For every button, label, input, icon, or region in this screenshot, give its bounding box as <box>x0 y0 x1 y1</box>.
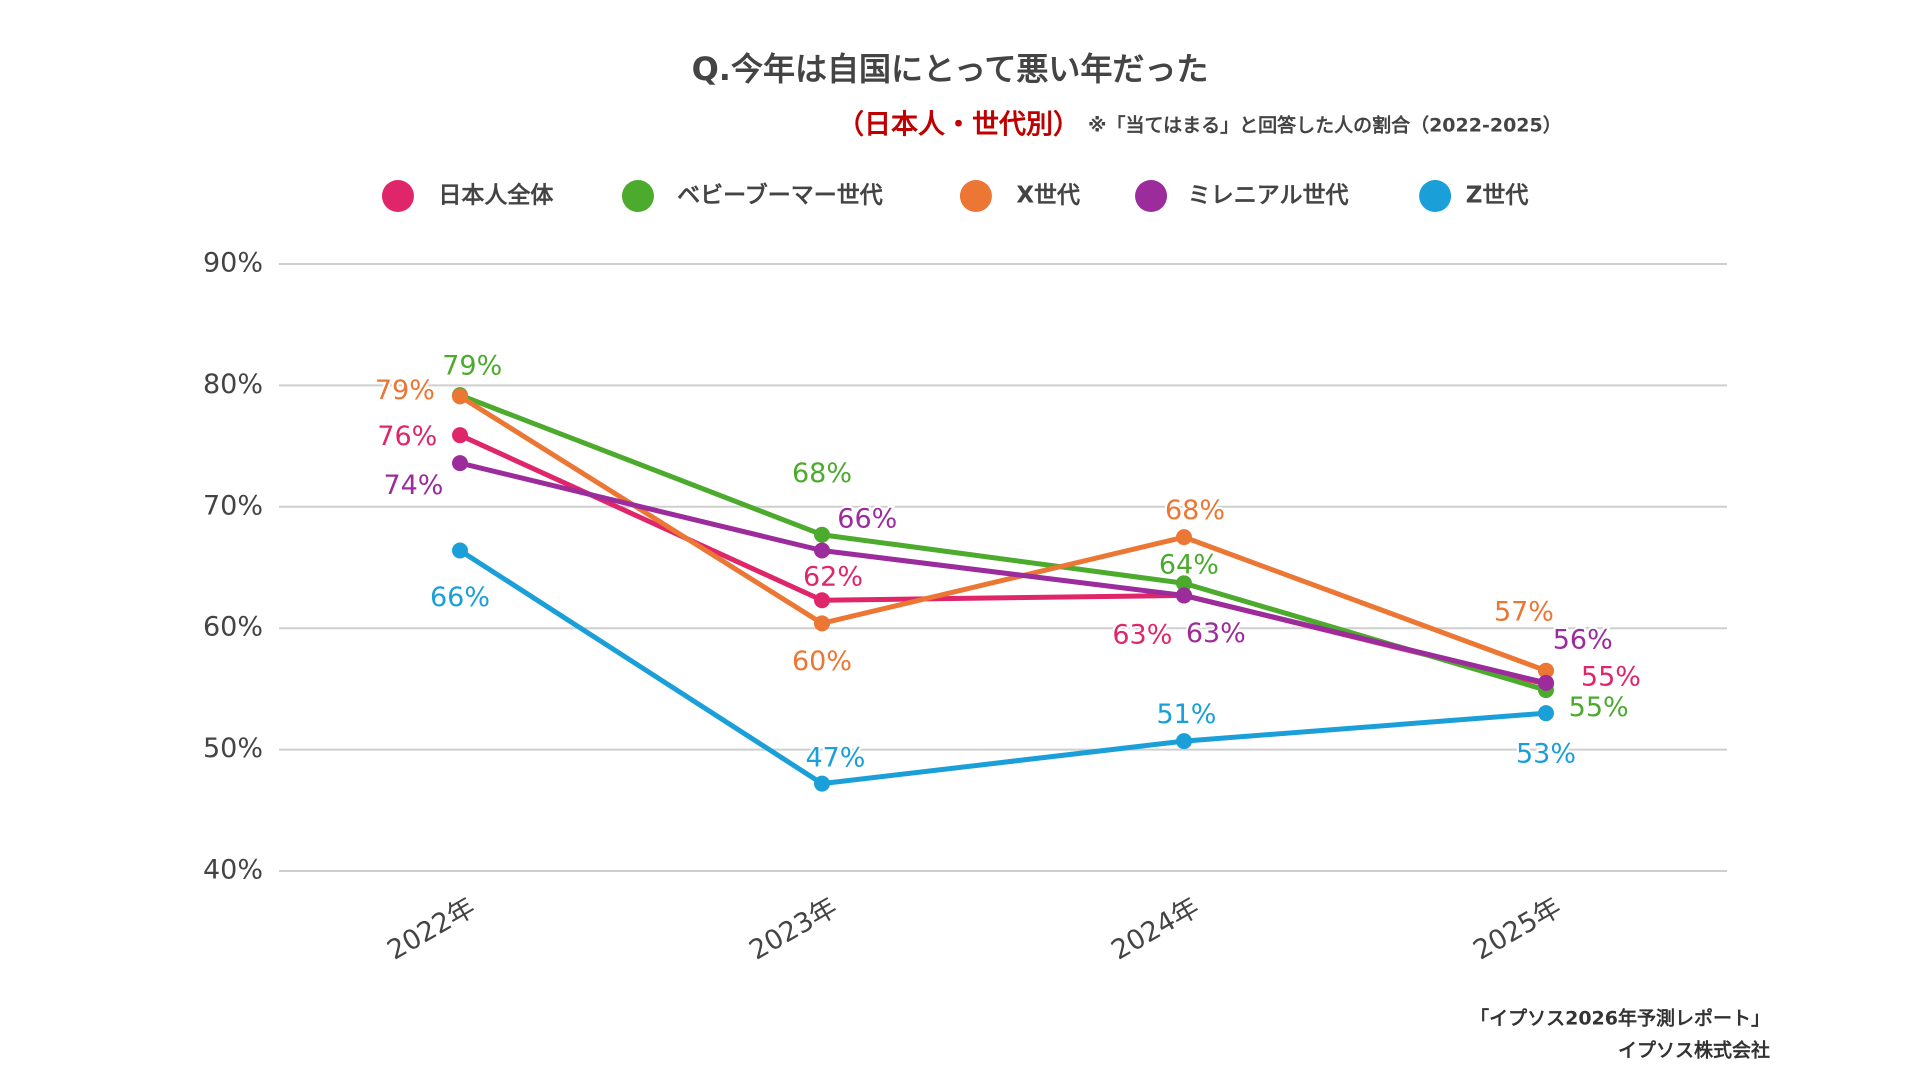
y-tick-label: 80% <box>203 369 263 400</box>
chart-title: Q.今年は自国にとって悪い年だった <box>692 50 1209 88</box>
data-point <box>1176 587 1192 604</box>
subtitle: （日本人・世代別） <box>837 110 1080 141</box>
data-label: 63% <box>1112 619 1172 650</box>
data-point <box>1176 733 1192 750</box>
data-point <box>452 455 468 472</box>
data-point <box>452 388 468 405</box>
y-tick-label: 40% <box>203 855 263 886</box>
legend-label: 日本人全体 <box>438 182 554 209</box>
series-line <box>458 394 1547 674</box>
data-label: 79% <box>442 350 502 381</box>
data-label: 62% <box>803 562 863 593</box>
y-tick-label: 70% <box>203 490 263 521</box>
series-line <box>458 548 1547 787</box>
data-label: 64% <box>1159 550 1219 581</box>
data-label: 68% <box>792 458 852 489</box>
data-label: 56% <box>1553 625 1613 656</box>
data-point <box>1176 529 1192 546</box>
data-label: 76% <box>377 421 437 452</box>
data-point <box>452 542 468 559</box>
legend-marker <box>1419 180 1452 212</box>
data-label: 47% <box>805 743 865 774</box>
legend-label: ミレニアル世代 <box>1188 183 1349 209</box>
series-line <box>459 460 1547 686</box>
data-label: 68% <box>1165 495 1225 526</box>
legend-marker <box>621 180 654 212</box>
x-tick-label: 2022年 <box>382 892 480 967</box>
y-tick-label: 90% <box>203 248 263 279</box>
data-label: 55% <box>1581 661 1641 692</box>
data-label: 74% <box>383 470 443 501</box>
data-point <box>1538 662 1554 679</box>
data-label: 51% <box>1156 699 1216 730</box>
legend-marker <box>381 180 414 212</box>
x-tick-label: 2023年 <box>744 892 842 967</box>
legend-label: ベビーブーマー世代 <box>677 182 883 209</box>
legend-marker <box>1135 180 1168 212</box>
data-point <box>1176 575 1192 592</box>
y-tick-label: 50% <box>203 733 263 764</box>
data-label: 66% <box>837 503 897 534</box>
data-point <box>814 542 830 559</box>
data-point <box>814 775 830 792</box>
x-tick-label: 2024年 <box>1106 892 1204 967</box>
data-label: 66% <box>430 582 490 613</box>
data-point <box>814 592 830 609</box>
note: ※「当てはまる」と回答した人の割合（2022-2025） <box>1088 114 1562 137</box>
data-point <box>1538 674 1554 691</box>
source: 「イプソス2026年予測レポート」 <box>1470 1007 1770 1030</box>
legend-label: Z世代 <box>1466 183 1529 209</box>
data-point <box>814 615 830 632</box>
x-tick-label: 2025年 <box>1468 892 1566 967</box>
data-label: 79% <box>375 375 435 406</box>
data-label: 55% <box>1569 692 1629 723</box>
data-label: 57% <box>1494 597 1554 628</box>
legend-marker <box>959 180 992 212</box>
data-point <box>1538 705 1554 722</box>
data-point <box>452 427 468 444</box>
source: イプソス株式会社 <box>1618 1039 1770 1062</box>
data-point <box>814 526 830 543</box>
data-label: 53% <box>1516 738 1576 769</box>
legend-label: X世代 <box>1016 183 1080 209</box>
data-label: 60% <box>792 646 852 677</box>
data-label: 63% <box>1186 618 1246 649</box>
y-tick-label: 60% <box>203 612 263 643</box>
